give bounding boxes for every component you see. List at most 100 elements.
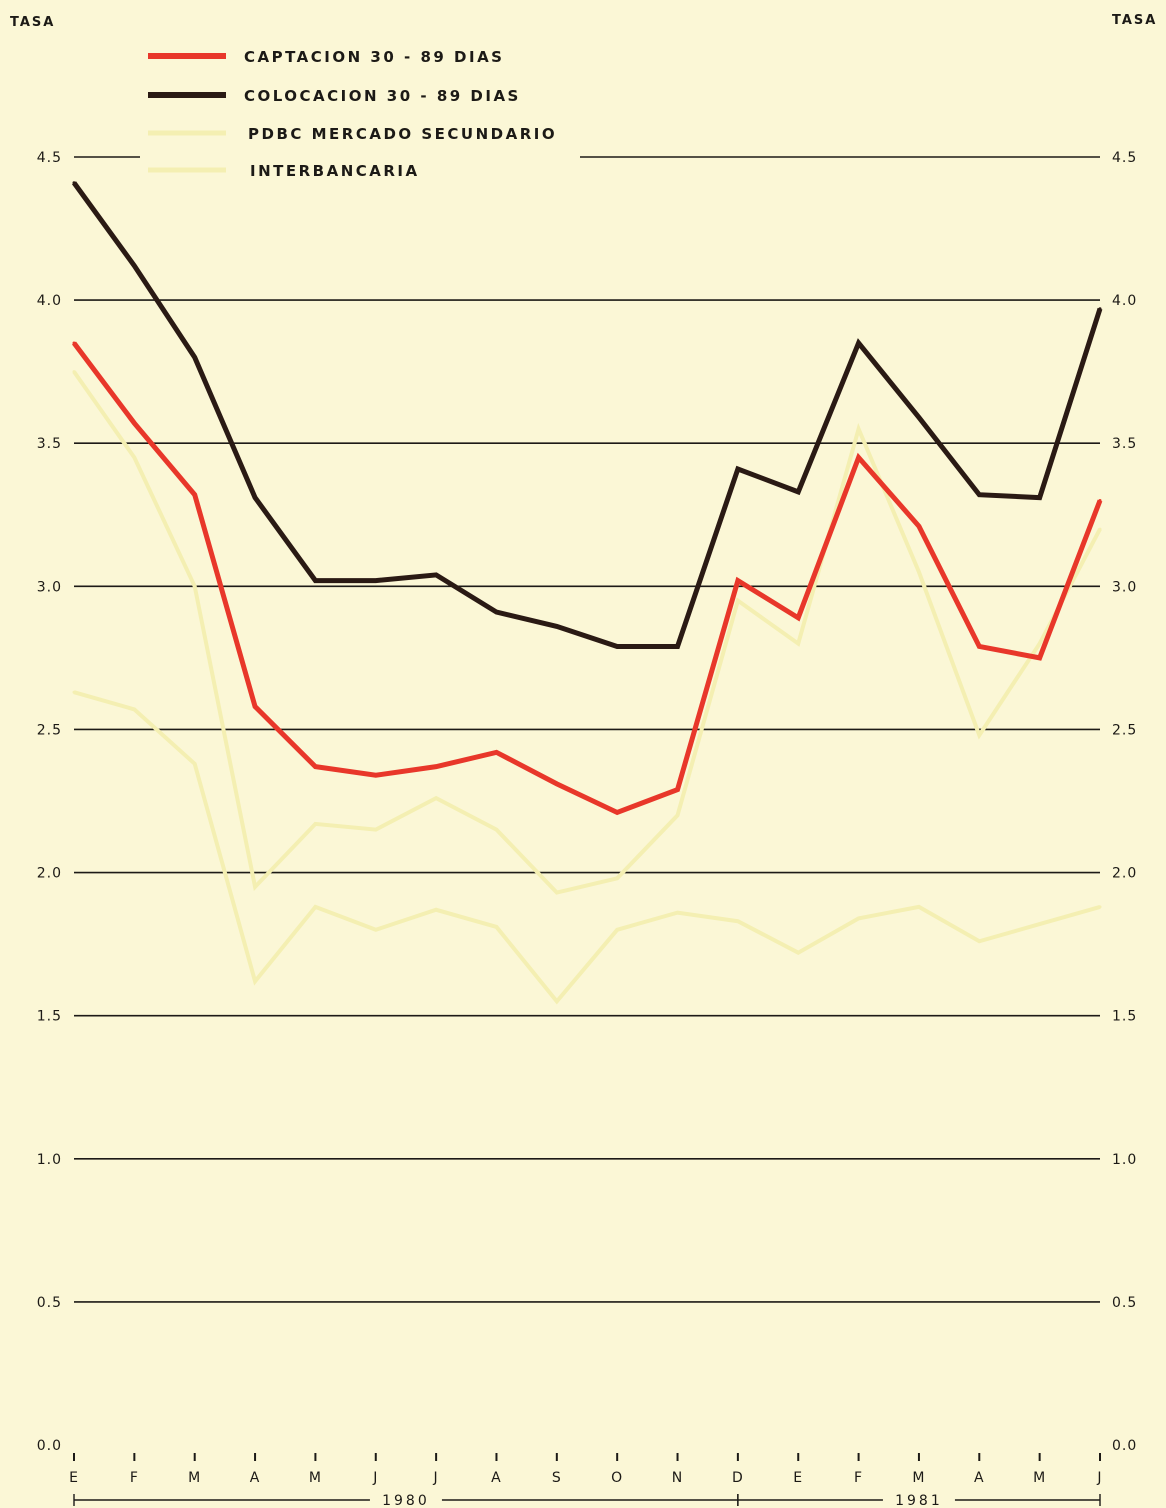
gridlines — [74, 156, 1100, 1303]
data-point — [977, 733, 981, 737]
data-point — [494, 610, 498, 614]
y-axis-label-left: TASA — [10, 15, 55, 30]
x-tick-label: M — [188, 1470, 201, 1486]
y-tick-label-left: 2.5 — [37, 722, 62, 738]
data-point — [615, 644, 619, 648]
data-point — [796, 616, 800, 620]
y-tick-label-left: 0.0 — [37, 1438, 62, 1454]
data-point — [917, 415, 921, 419]
y-tick-label-right: 0.5 — [1112, 1295, 1137, 1311]
x-tick-label: M — [1033, 1470, 1046, 1486]
y-tick-label-left: 4.5 — [37, 150, 62, 166]
x-tick-label: E — [69, 1470, 79, 1486]
x-tick-label: M — [309, 1470, 322, 1486]
x-tick-label: J — [433, 1470, 439, 1486]
data-point — [857, 341, 861, 345]
data-point — [253, 705, 257, 709]
data-point — [313, 905, 317, 909]
y-tick-label-right: 1.0 — [1112, 1152, 1137, 1168]
data-point — [555, 891, 559, 895]
y-tick-label-left: 1.5 — [37, 1009, 62, 1025]
data-point — [1098, 498, 1102, 502]
data-point — [72, 690, 76, 694]
series-line-2 — [72, 370, 1102, 895]
data-point — [374, 828, 378, 832]
data-point — [796, 642, 800, 646]
data-point — [253, 496, 257, 500]
data-point — [193, 584, 197, 588]
data-point — [736, 579, 740, 583]
data-point — [494, 828, 498, 832]
data-point — [494, 750, 498, 754]
x-tick-label: N — [672, 1470, 683, 1486]
data-point — [676, 813, 680, 817]
data-point — [132, 421, 136, 425]
data-point — [857, 916, 861, 920]
series-line-0 — [72, 341, 1103, 816]
x-tick-label: A — [250, 1470, 261, 1486]
data-point — [494, 925, 498, 929]
data-point — [72, 370, 76, 374]
data-point — [434, 765, 438, 769]
data-point — [615, 876, 619, 880]
data-point — [1098, 527, 1102, 531]
data-point — [977, 939, 981, 943]
y-tick-label-right: 2.5 — [1112, 722, 1137, 738]
x-tick-label: D — [732, 1470, 744, 1486]
data-point — [193, 493, 197, 497]
legend-label-colocacion: COLOCACION 30 - 89 DIAS — [244, 87, 521, 105]
y-tick-label-right: 2.0 — [1112, 866, 1137, 882]
data-point — [132, 264, 136, 268]
data-point — [313, 579, 317, 583]
data-point — [796, 951, 800, 955]
series-line-1 — [71, 181, 1103, 649]
y-tick-label-left: 4.0 — [37, 293, 62, 309]
y-tick-label-left: 2.0 — [37, 866, 62, 882]
year-label: 1980 — [382, 1493, 430, 1508]
x-tick-label: F — [854, 1470, 863, 1486]
y-tick-label-right: 4.5 — [1112, 150, 1137, 166]
data-point — [434, 796, 438, 800]
y-tick-label-right: 3.5 — [1112, 436, 1137, 452]
data-point — [917, 905, 921, 909]
data-point — [615, 810, 619, 814]
data-point — [374, 928, 378, 932]
data-point — [977, 493, 981, 497]
y-tick-label-right: 4.0 — [1112, 293, 1137, 309]
data-point — [434, 908, 438, 912]
data-point — [253, 885, 257, 889]
data-point — [555, 782, 559, 786]
series-lines — [71, 181, 1103, 1005]
data-point — [796, 490, 800, 494]
data-point — [1038, 656, 1042, 660]
data-point — [736, 467, 740, 471]
y-tick-labels: 0.0 0.0 0.5 0.5 1.0 1.0 1.5 1.5 2.0 2.0 2.5 2.5 3.0 3… — [37, 150, 1137, 1454]
x-tick-label: E — [793, 1470, 803, 1486]
x-tick-label: F — [130, 1470, 139, 1486]
series-line-3 — [73, 690, 1101, 1005]
y-tick-label-left: 3.5 — [37, 436, 62, 452]
data-point — [374, 579, 378, 583]
year-label: 1981 — [895, 1493, 943, 1508]
x-tick-label: S — [552, 1470, 562, 1486]
y-tick-label-left: 0.5 — [37, 1295, 62, 1311]
data-point — [977, 644, 981, 648]
data-point — [72, 181, 76, 185]
x-tick-label: A — [974, 1470, 985, 1486]
legend: CAPTACION 30 - 89 DIAS COLOCACION 30 - 8… — [140, 38, 580, 188]
data-point — [1038, 922, 1042, 926]
data-point — [253, 979, 257, 983]
y-tick-label-left: 3.0 — [37, 579, 62, 595]
data-point — [676, 911, 680, 915]
data-point — [857, 456, 861, 460]
data-point — [857, 427, 861, 431]
data-point — [736, 919, 740, 923]
data-point — [193, 355, 197, 359]
data-point — [615, 928, 619, 932]
legend-background — [140, 38, 580, 188]
data-point — [1098, 307, 1102, 311]
data-point — [313, 765, 317, 769]
